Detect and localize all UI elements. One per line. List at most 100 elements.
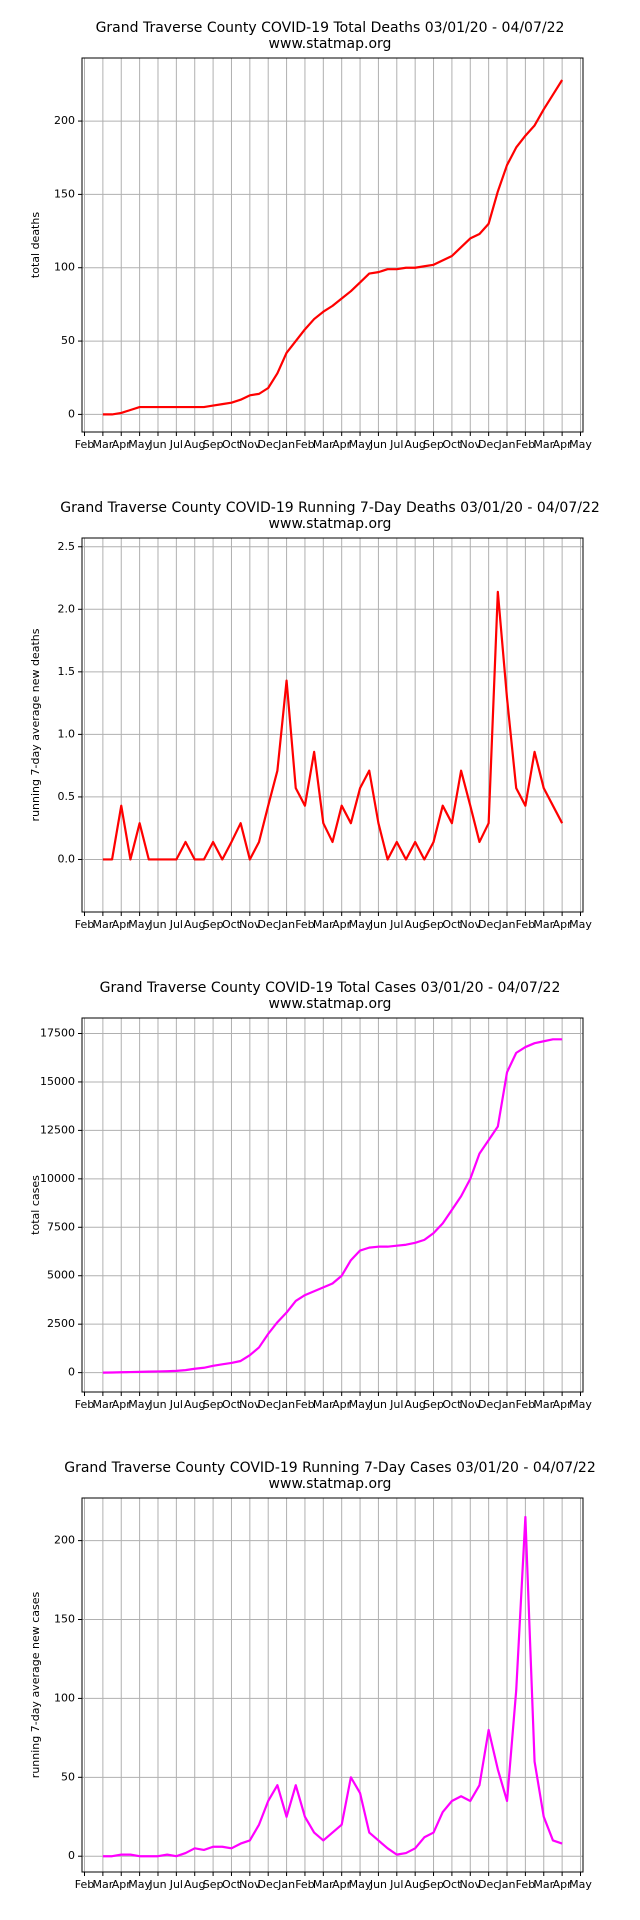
x-tick-label: Sep [423, 1398, 444, 1411]
x-tick-label: Feb [295, 1878, 314, 1891]
x-tick-label: Feb [516, 438, 535, 451]
y-tick-label: 50 [61, 1770, 75, 1783]
x-tick-label: Dec [478, 438, 499, 451]
x-tick-label: Jul [389, 1878, 403, 1891]
x-tick-label: Mar [533, 1398, 554, 1411]
x-tick-label: Apr [553, 1398, 573, 1411]
x-tick-label: Dec [258, 1398, 279, 1411]
plot-frame [81, 1017, 584, 1393]
y-tick-label: 200 [54, 1534, 75, 1547]
x-tick-label: Nov [239, 438, 261, 451]
chart: Grand Traverse County COVID-19 Running 7… [29, 500, 600, 931]
x-tick-label: Nov [460, 918, 482, 931]
x-tick-label: Oct [222, 1878, 242, 1891]
y-tick-label: 7500 [47, 1220, 75, 1233]
x-tick-label: Sep [423, 918, 444, 931]
x-tick-label: Apr [553, 438, 573, 451]
y-tick-label: 150 [54, 1613, 75, 1626]
x-tick-label: Jun [148, 1878, 166, 1891]
x-tick-label: Jan [277, 1878, 295, 1891]
y-tick-label: 0 [68, 1849, 75, 1862]
x-tick-label: Jun [148, 438, 166, 451]
x-tick-label: Aug [184, 438, 205, 451]
chart-title: Grand Traverse County COVID-19 Running 7… [60, 500, 600, 516]
x-tick-label: Aug [404, 918, 425, 931]
x-tick-label: May [569, 1878, 592, 1891]
y-tick-label: 1.5 [58, 665, 76, 678]
y-tick-label: 2.5 [58, 540, 76, 553]
x-tick-label: Nov [460, 438, 482, 451]
y-tick-label: 0 [68, 1366, 75, 1379]
y-tick-label: 0.5 [58, 790, 76, 803]
data-line [102, 1515, 563, 1858]
x-tick-label: Oct [222, 918, 242, 931]
y-tick-label: 200 [54, 114, 75, 127]
x-tick-label: Feb [75, 438, 94, 451]
x-tick-label: Feb [295, 438, 314, 451]
y-tick-label: 0.0 [58, 852, 76, 865]
x-tick-label: May [349, 1878, 372, 1891]
chart-subtitle: www.statmap.org [269, 36, 392, 52]
y-axis-label: total deaths [29, 212, 42, 278]
x-tick-label: Dec [258, 438, 279, 451]
data-line [102, 590, 564, 861]
chart-title: Grand Traverse County COVID-19 Total Cas… [100, 980, 561, 996]
x-tick-label: Apr [112, 918, 132, 931]
x-tick-label: May [128, 918, 151, 931]
y-tick-label: 2500 [47, 1317, 75, 1330]
chart-subtitle: www.statmap.org [269, 996, 392, 1012]
x-tick-label: Jan [277, 918, 295, 931]
x-tick-label: Apr [553, 1878, 573, 1891]
x-tick-label: Mar [313, 438, 334, 451]
x-tick-label: Mar [92, 918, 113, 931]
x-tick-label: Apr [332, 1398, 352, 1411]
x-tick-label: Mar [92, 438, 113, 451]
x-tick-label: Dec [478, 1398, 499, 1411]
x-tick-label: Oct [222, 1398, 242, 1411]
x-tick-label: Oct [442, 1878, 462, 1891]
y-tick-label: 100 [54, 261, 75, 274]
x-tick-label: Apr [112, 438, 132, 451]
x-tick-label: Sep [423, 1878, 444, 1891]
x-tick-label: May [349, 438, 372, 451]
x-tick-label: Jun [369, 438, 387, 451]
x-tick-label: Oct [442, 1398, 462, 1411]
x-tick-label: Oct [442, 438, 462, 451]
x-tick-label: Jul [389, 918, 403, 931]
x-tick-label: Jan [277, 1398, 295, 1411]
x-tick-label: Nov [239, 1398, 261, 1411]
x-tick-label: Feb [75, 918, 94, 931]
x-tick-label: Mar [533, 438, 554, 451]
x-tick-label: Mar [533, 918, 554, 931]
y-tick-label: 50 [61, 334, 75, 347]
x-tick-label: Dec [478, 918, 499, 931]
x-tick-label: Feb [516, 918, 535, 931]
x-tick-label: Feb [75, 1398, 94, 1411]
x-tick-label: Aug [184, 1398, 205, 1411]
x-tick-label: Aug [404, 1398, 425, 1411]
x-tick-label: Sep [423, 438, 444, 451]
x-tick-label: Apr [332, 1878, 352, 1891]
y-tick-label: 2.0 [58, 602, 76, 615]
x-tick-label: Jul [169, 1878, 183, 1891]
x-tick-label: Oct [442, 918, 462, 931]
x-tick-label: Nov [239, 918, 261, 931]
x-tick-label: May [349, 918, 372, 931]
x-tick-label: May [349, 1398, 372, 1411]
x-tick-label: Jul [169, 1398, 183, 1411]
chart-subtitle: www.statmap.org [269, 1476, 392, 1492]
x-tick-label: May [569, 918, 592, 931]
x-tick-label: Feb [516, 1878, 535, 1891]
x-tick-label: Jul [169, 438, 183, 451]
x-tick-label: Jan [498, 1878, 516, 1891]
x-tick-label: Mar [313, 1398, 334, 1411]
x-tick-label: Apr [332, 438, 352, 451]
x-tick-label: Aug [184, 918, 205, 931]
x-tick-label: May [128, 438, 151, 451]
x-tick-label: Nov [460, 1878, 482, 1891]
x-tick-label: Sep [203, 438, 224, 451]
x-tick-label: Feb [295, 1398, 314, 1411]
x-tick-label: Feb [516, 1398, 535, 1411]
x-tick-label: Jan [498, 438, 516, 451]
